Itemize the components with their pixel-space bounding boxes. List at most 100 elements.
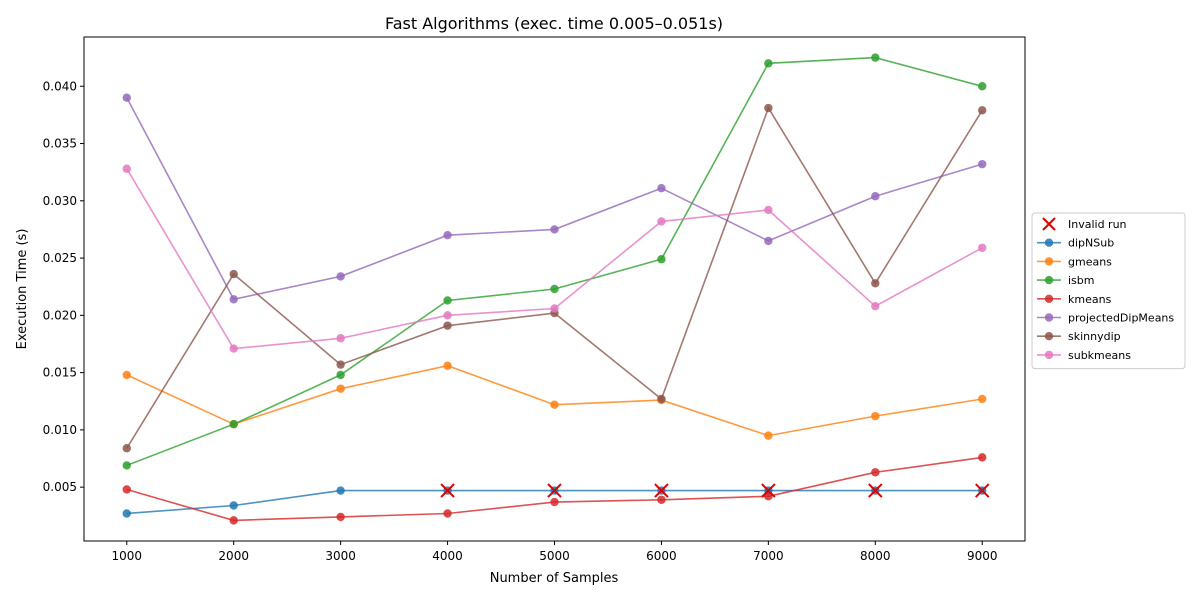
data-point-isbm — [657, 255, 666, 264]
data-point-subkmeans — [871, 301, 880, 311]
data-point-skinnydip — [978, 106, 987, 115]
data-point-skinnydip — [764, 103, 773, 113]
data-point-gmeans — [764, 431, 773, 440]
y-tick-label: 0.010 — [43, 423, 77, 437]
legend-marker — [1044, 332, 1054, 341]
series-subkmeans — [122, 164, 987, 353]
data-point-projectedDipMeans — [657, 184, 666, 193]
data-point-kmeans — [443, 509, 452, 518]
y-axis-label: Execution Time (s) — [15, 229, 30, 350]
data-point-dipNSub — [336, 486, 345, 495]
y-tick-label: 0.030 — [43, 194, 77, 208]
data-point-subkmeans — [550, 304, 559, 313]
legend-marker — [1042, 217, 1056, 231]
data-point-isbm — [122, 461, 131, 470]
data-point-gmeans — [443, 361, 452, 370]
legend: Invalid run dipNSub gmeans isbm kmeans projec… — [1031, 212, 1186, 370]
data-point-projectedDipMeans — [122, 93, 131, 102]
data-point-skinnydip — [229, 269, 238, 279]
invalid-marker-stroke — [868, 483, 883, 498]
invalid-run-marker — [761, 483, 776, 498]
data-point-gmeans — [336, 384, 345, 393]
data-point-skinnydip — [443, 321, 452, 330]
y-tick-label: 0.015 — [43, 366, 77, 380]
data-point-dipNSub — [122, 509, 131, 518]
y-tick-label: 0.035 — [43, 137, 77, 151]
series-projectedDipMeans — [122, 93, 987, 304]
data-point-projectedDipMeans — [229, 295, 238, 304]
data-point-subkmeans — [657, 217, 666, 226]
data-point-isbm — [336, 370, 345, 380]
data-point-subkmeans — [336, 334, 345, 343]
legend-label: kmeans — [1068, 293, 1112, 306]
data-point-isbm — [871, 53, 880, 62]
legend-label: skinnydip — [1068, 330, 1121, 343]
legend-label: isbm — [1068, 274, 1095, 287]
invalid-run-markers — [440, 483, 990, 498]
legend-item-subkmeans: subkmeans — [1037, 349, 1131, 362]
series-line-skinnydip — [126, 106, 983, 449]
invalid-run-marker — [975, 483, 990, 498]
legend-item-projectedDipMeans: projectedDipMeans — [1037, 312, 1174, 325]
data-point-isbm — [443, 296, 452, 305]
invalid-run-marker — [868, 483, 883, 498]
data-point-projectedDipMeans — [336, 272, 345, 281]
y-tick-label: 0.020 — [43, 308, 77, 322]
x-tick-label: 3000 — [325, 549, 356, 563]
legend-item-skinnydip: skinnydip — [1037, 330, 1121, 343]
legend-box — [1031, 212, 1186, 370]
data-point-projectedDipMeans — [978, 159, 987, 169]
data-point-subkmeans — [229, 344, 238, 353]
chart-title: Fast Algorithms (exec. time 0.005–0.051s… — [385, 14, 723, 33]
y-tick-label: 0.040 — [43, 79, 77, 93]
x-axis: 1000 2000 3000 4000 5000 6000 7000 8000 9000 — [111, 541, 998, 563]
legend-marker — [1044, 275, 1054, 285]
x-tick-label: 8000 — [860, 549, 891, 563]
legend-marker — [1044, 350, 1054, 360]
invalid-marker-stroke — [654, 483, 669, 498]
series-kmeans — [122, 453, 987, 525]
data-point-subkmeans — [122, 164, 131, 173]
x-axis-label: Number of Samples — [490, 571, 619, 586]
data-point-projectedDipMeans — [871, 192, 880, 201]
legend-item-gmeans: gmeans — [1037, 255, 1112, 268]
data-point-skinnydip — [657, 394, 666, 404]
data-point-skinnydip — [122, 444, 131, 453]
data-point-gmeans — [871, 411, 880, 421]
invalid-run-marker — [654, 483, 669, 498]
data-point-kmeans — [550, 497, 559, 507]
invalid-marker-stroke — [975, 483, 990, 498]
plot-area — [122, 53, 990, 525]
legend-label: gmeans — [1068, 255, 1112, 268]
data-point-isbm — [550, 284, 559, 294]
data-point-gmeans — [550, 400, 559, 409]
legend-label: Invalid run — [1068, 218, 1127, 231]
data-point-gmeans — [122, 370, 131, 380]
data-point-isbm — [764, 59, 773, 68]
invalid-marker-stroke — [547, 483, 562, 498]
data-point-projectedDipMeans — [550, 225, 559, 234]
data-point-gmeans — [978, 394, 987, 404]
legend-item-invalid-run: Invalid run — [1042, 217, 1127, 231]
data-point-projectedDipMeans — [443, 230, 452, 240]
x-tick-label: 1000 — [111, 549, 142, 563]
data-point-kmeans — [978, 453, 987, 462]
x-tick-label: 7000 — [753, 549, 784, 563]
legend-item-kmeans: kmeans — [1037, 293, 1112, 306]
y-tick-label: 0.025 — [43, 251, 77, 265]
legend-label: subkmeans — [1068, 349, 1131, 362]
x-tick-label: 9000 — [967, 549, 998, 563]
legend-item-isbm: isbm — [1037, 274, 1095, 287]
data-point-skinnydip — [871, 279, 880, 288]
invalid-run-marker — [547, 483, 562, 498]
legend-marker — [1044, 238, 1054, 247]
data-point-skinnydip — [336, 360, 345, 369]
legend-label: dipNSub — [1068, 237, 1114, 250]
y-axis: 0.005 0.010 0.015 0.020 0.025 0.030 0.035 0.040 — [43, 79, 84, 494]
data-point-kmeans — [122, 485, 131, 494]
legend-marker — [1044, 257, 1054, 266]
y-tick-label: 0.005 — [43, 480, 77, 494]
data-point-kmeans — [871, 468, 880, 477]
legend-item-dipNSub: dipNSub — [1037, 237, 1114, 250]
